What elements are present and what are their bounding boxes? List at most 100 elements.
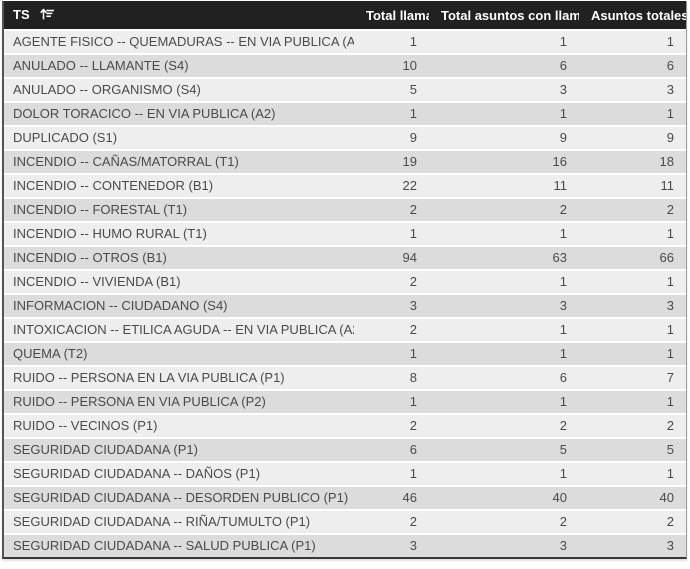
table-row: INCENDIO -- CONTENEDOR (B1) 22 11 11	[4, 173, 686, 198]
cell-total-asuntos-con-llamadas: 40	[429, 485, 579, 510]
table-row: INCENDIO -- FORESTAL (T1) 2 2 2	[4, 197, 686, 222]
cell-asuntos-totales: 3	[579, 77, 686, 102]
cell-total-asuntos-con-llamadas: 1	[429, 221, 579, 246]
cell-total-llamadas: 22	[354, 173, 429, 198]
cell-total-asuntos-con-llamadas: 9	[429, 125, 579, 150]
cell-total-asuntos-con-llamadas: 2	[429, 413, 579, 438]
table-row: SEGURIDAD CIUDADANA -- RIÑA/TUMULTO (P1)…	[4, 509, 686, 534]
cell-ts: SEGURIDAD CIUDADANA -- DESORDEN PUBLICO …	[4, 485, 354, 510]
cell-asuntos-totales: 1	[579, 221, 686, 246]
cell-total-llamadas: 1	[354, 389, 429, 414]
cell-ts: RUIDO -- VECINOS (P1)	[4, 413, 354, 438]
cell-total-llamadas: 10	[354, 53, 429, 78]
cell-total-asuntos-con-llamadas: 6	[429, 365, 579, 390]
cell-total-asuntos-con-llamadas: 6	[429, 53, 579, 78]
cell-total-asuntos-con-llamadas: 3	[429, 293, 579, 318]
table-row: RUIDO -- VECINOS (P1) 2 2 2	[4, 413, 686, 438]
cell-total-asuntos-con-llamadas: 1	[429, 269, 579, 294]
sort-ascending-icon	[40, 7, 55, 24]
cell-ts: SEGURIDAD CIUDADANA -- RIÑA/TUMULTO (P1)	[4, 509, 354, 534]
cell-ts: SEGURIDAD CIUDADANA -- DAÑOS (P1)	[4, 461, 354, 486]
table-row: AGENTE FISICO -- QUEMADURAS -- EN VIA PU…	[4, 29, 686, 54]
cell-total-llamadas: 19	[354, 149, 429, 174]
cell-ts: QUEMA (T2)	[4, 341, 354, 366]
table-row: RUIDO -- PERSONA EN VIA PUBLICA (P2) 1 1…	[4, 389, 686, 414]
column-header-asuntos-totales-label: Asuntos totales	[591, 7, 686, 23]
cell-asuntos-totales: 2	[579, 413, 686, 438]
cell-total-asuntos-con-llamadas: 1	[429, 101, 579, 126]
table-row: SEGURIDAD CIUDADANA (P1) 6 5 5	[4, 437, 686, 462]
column-header-total-asuntos-con-llamadas-label: Total asuntos con llamadas	[441, 7, 579, 23]
cell-total-asuntos-con-llamadas: 11	[429, 173, 579, 198]
table-row: RUIDO -- PERSONA EN LA VIA PUBLICA (P1) …	[4, 365, 686, 390]
table-row: INFORMACION -- CIUDADANO (S4) 3 3 3	[4, 293, 686, 318]
table-row: DOLOR TORACICO -- EN VIA PUBLICA (A2) 1 …	[4, 101, 686, 126]
cell-ts: INTOXICACION -- ETILICA AGUDA -- EN VIA …	[4, 317, 354, 342]
cell-asuntos-totales: 18	[579, 149, 686, 174]
cell-asuntos-totales: 1	[579, 269, 686, 294]
table-header-row: TS Total	[4, 1, 686, 30]
cell-total-llamadas: 3	[354, 293, 429, 318]
cell-asuntos-totales: 1	[579, 389, 686, 414]
cell-ts: INCENDIO -- HUMO RURAL (T1)	[4, 221, 354, 246]
table-row: SEGURIDAD CIUDADANA -- DAÑOS (P1) 1 1 1	[4, 461, 686, 486]
cell-asuntos-totales: 40	[579, 485, 686, 510]
cell-total-llamadas: 94	[354, 245, 429, 270]
cell-asuntos-totales: 5	[579, 437, 686, 462]
cell-asuntos-totales: 66	[579, 245, 686, 270]
cell-total-asuntos-con-llamadas: 3	[429, 77, 579, 102]
cell-ts: RUIDO -- PERSONA EN LA VIA PUBLICA (P1)	[4, 365, 354, 390]
cell-ts: INCENDIO -- FORESTAL (T1)	[4, 197, 354, 222]
cell-asuntos-totales: 1	[579, 317, 686, 342]
cell-total-llamadas: 1	[354, 341, 429, 366]
cell-total-asuntos-con-llamadas: 1	[429, 317, 579, 342]
table-row: INCENDIO -- OTROS (B1) 94 63 66	[4, 245, 686, 270]
cell-total-llamadas: 2	[354, 269, 429, 294]
cell-total-asuntos-con-llamadas: 2	[429, 197, 579, 222]
cell-ts: INFORMACION -- CIUDADANO (S4)	[4, 293, 354, 318]
table-row: INTOXICACION -- ETILICA AGUDA -- EN VIA …	[4, 317, 686, 342]
cell-total-asuntos-con-llamadas: 16	[429, 149, 579, 174]
table-row: INCENDIO -- HUMO RURAL (T1) 1 1 1	[4, 221, 686, 246]
cell-asuntos-totales: 2	[579, 509, 686, 534]
column-header-total-llamadas-label: Total llamadas	[366, 7, 429, 23]
cell-asuntos-totales: 1	[579, 461, 686, 486]
cell-total-llamadas: 8	[354, 365, 429, 390]
table-row: INCENDIO -- VIVIENDA (B1) 2 1 1	[4, 269, 686, 294]
cell-asuntos-totales: 1	[579, 101, 686, 126]
data-table: TS Total	[4, 1, 686, 557]
cell-total-asuntos-con-llamadas: 5	[429, 437, 579, 462]
column-header-asuntos-totales[interactable]: Asuntos totales	[579, 1, 686, 30]
cell-asuntos-totales: 3	[579, 533, 686, 557]
cell-total-asuntos-con-llamadas: 1	[429, 29, 579, 54]
cell-ts: ANULADO -- ORGANISMO (S4)	[4, 77, 354, 102]
cell-total-llamadas: 2	[354, 509, 429, 534]
cell-total-asuntos-con-llamadas: 1	[429, 389, 579, 414]
cell-total-llamadas: 1	[354, 29, 429, 54]
cell-ts: ANULADO -- LLAMANTE (S4)	[4, 53, 354, 78]
column-header-ts[interactable]: TS	[4, 1, 354, 30]
cell-total-llamadas: 1	[354, 101, 429, 126]
cell-ts: SEGURIDAD CIUDADANA (P1)	[4, 437, 354, 462]
cell-total-llamadas: 46	[354, 485, 429, 510]
cell-asuntos-totales: 3	[579, 293, 686, 318]
cell-total-asuntos-con-llamadas: 3	[429, 533, 579, 557]
cell-total-asuntos-con-llamadas: 1	[429, 341, 579, 366]
cell-total-llamadas: 6	[354, 437, 429, 462]
ts-summary-table: TS Total	[2, 1, 687, 559]
cell-asuntos-totales: 2	[579, 197, 686, 222]
table-row: SEGURIDAD CIUDADANA -- DESORDEN PUBLICO …	[4, 485, 686, 510]
column-header-total-asuntos-con-llamadas[interactable]: Total asuntos con llamadas	[429, 1, 579, 30]
table-body: AGENTE FISICO -- QUEMADURAS -- EN VIA PU…	[4, 29, 686, 557]
table-row: ANULADO -- ORGANISMO (S4) 5 3 3	[4, 77, 686, 102]
cell-total-llamadas: 5	[354, 77, 429, 102]
column-header-total-llamadas[interactable]: Total llamadas	[354, 1, 429, 30]
cell-ts: INCENDIO -- CAÑAS/MATORRAL (T1)	[4, 149, 354, 174]
cell-ts: AGENTE FISICO -- QUEMADURAS -- EN VIA PU…	[4, 29, 354, 54]
table-row: QUEMA (T2) 1 1 1	[4, 341, 686, 366]
cell-total-llamadas: 2	[354, 413, 429, 438]
table-row: DUPLICADO (S1) 9 9 9	[4, 125, 686, 150]
cell-ts: INCENDIO -- OTROS (B1)	[4, 245, 354, 270]
cell-total-llamadas: 3	[354, 533, 429, 557]
cell-total-asuntos-con-llamadas: 2	[429, 509, 579, 534]
